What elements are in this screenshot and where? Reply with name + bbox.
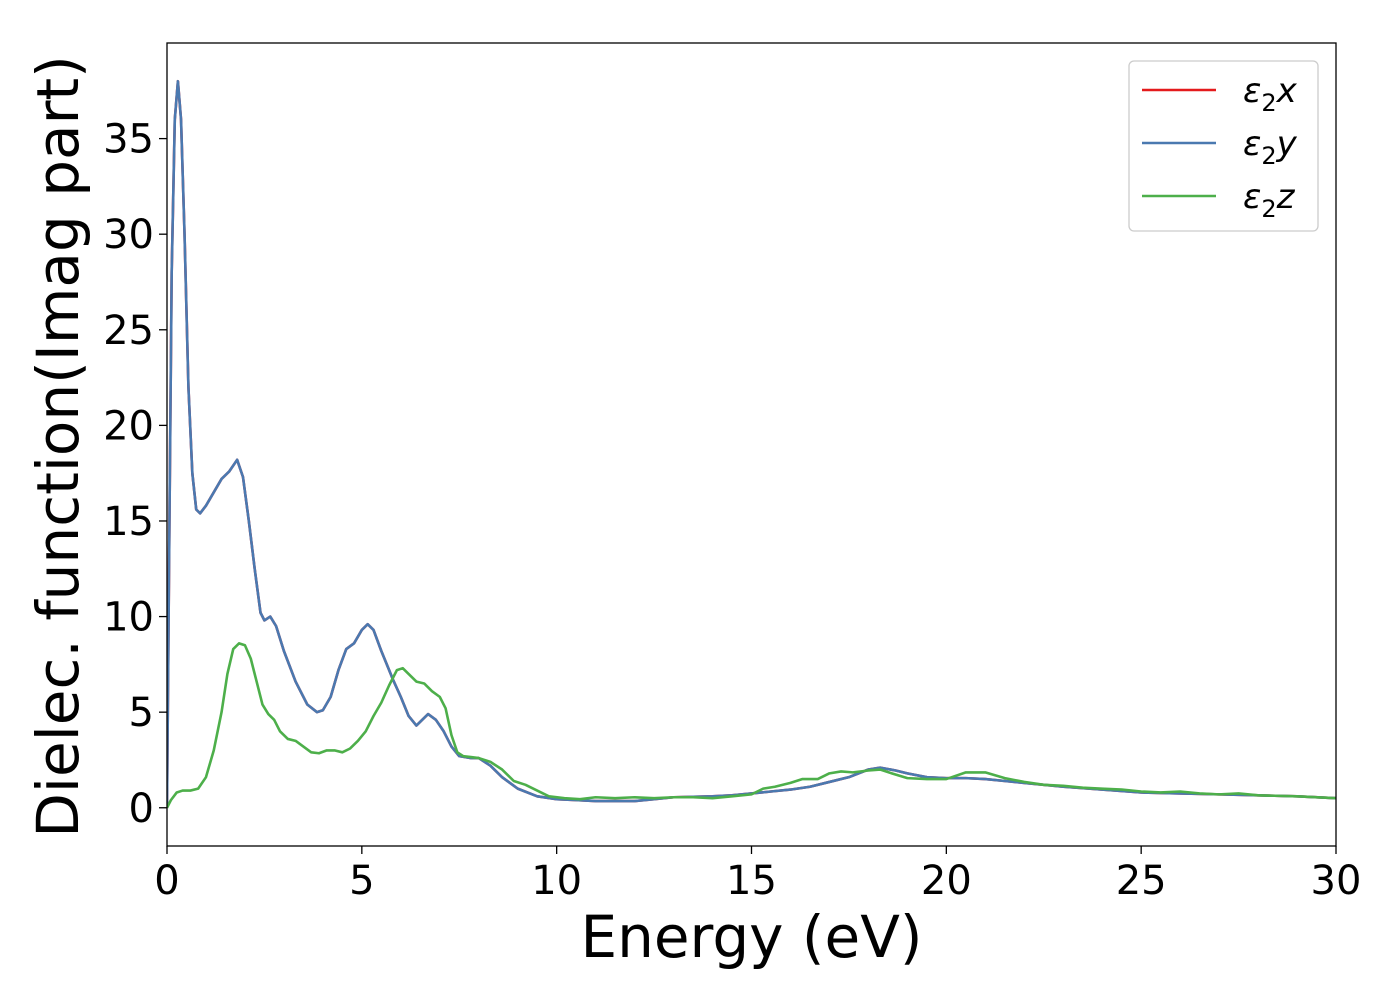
legend-variable: z — [1276, 177, 1296, 217]
series-line-z — [167, 642, 1336, 809]
x-tick-label: 30 — [1311, 858, 1362, 904]
legend-symbol: ε — [1243, 124, 1261, 164]
y-axis-label: Dielec. function(Imag part) — [24, 55, 92, 838]
x-tick-label: 10 — [531, 858, 582, 904]
y-tick-label: 20 — [103, 403, 154, 449]
legend-subscript: 2 — [1261, 142, 1276, 170]
x-tick-label: 5 — [349, 858, 374, 904]
x-tick-label: 0 — [154, 858, 179, 904]
x-tick-label: 20 — [921, 858, 972, 904]
legend-variable: x — [1276, 71, 1298, 111]
legend-subscript: 2 — [1261, 89, 1276, 117]
legend-variable: y — [1276, 124, 1298, 164]
legend-symbol: ε — [1243, 177, 1261, 217]
y-tick-label: 0 — [129, 786, 154, 832]
y-tick-label: 15 — [103, 499, 154, 545]
x-tick-label: 25 — [1116, 858, 1167, 904]
series-line-y — [167, 79, 1336, 808]
y-tick-label: 5 — [129, 690, 154, 736]
series-group — [167, 79, 1336, 809]
x-axis-label: Energy (eV) — [580, 903, 922, 971]
y-tick-label: 35 — [103, 117, 154, 163]
legend-subscript: 2 — [1261, 195, 1276, 223]
x-tick-label: 15 — [726, 858, 777, 904]
legend-label-y: ε2y — [1243, 124, 1298, 170]
y-tick-label: 30 — [103, 212, 154, 258]
legend-symbol: ε — [1243, 71, 1261, 111]
legend-box — [1128, 60, 1319, 232]
plot-area — [167, 79, 1336, 809]
legend-label-x: ε2x — [1243, 71, 1298, 117]
y-tick-label: 25 — [103, 308, 154, 354]
y-tick-label: 10 — [103, 595, 154, 641]
axes: 0 5 10 15 20 25 30 0 5 10 15 20 25 30 35 Energy (eV) Die… — [24, 42, 1362, 971]
legend-label-z: ε2z — [1243, 177, 1296, 223]
